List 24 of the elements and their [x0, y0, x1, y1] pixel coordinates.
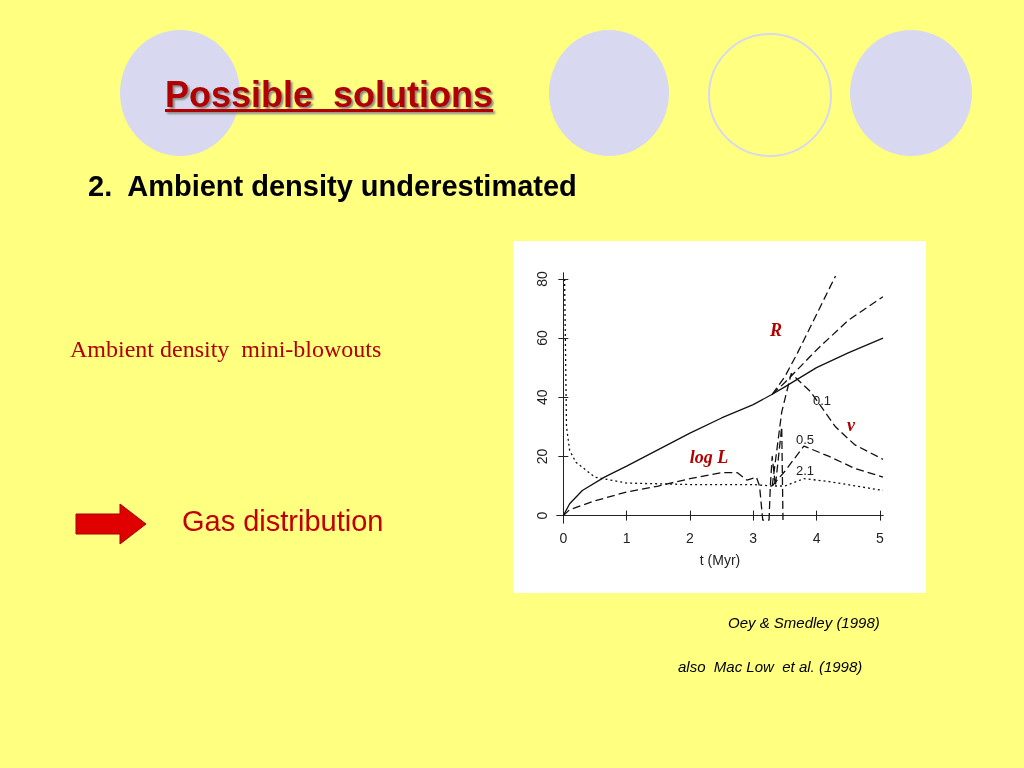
annotation: 0.5 [795, 431, 815, 447]
y-tick-label: 60 [534, 330, 550, 346]
x-tick-label: 1 [622, 530, 631, 546]
annotation: log L [689, 447, 729, 467]
text: Oey & Smedley (1998) [728, 614, 880, 631]
chart-subtitle: 2. Ambient density underestimated [88, 170, 577, 203]
y-tick-label: 20 [534, 448, 550, 465]
annotation: R [768, 320, 783, 340]
text: also Mac Low et al. (1998) [678, 658, 863, 675]
chart-title: Possible solutions [165, 74, 494, 116]
x-tick-label: 0 [559, 530, 568, 546]
text: Gas distribution [182, 505, 384, 538]
y-tick-label: 0 [534, 511, 550, 520]
y-tick-label: 80 [534, 270, 550, 287]
text: Ambient density mini-blowouts [70, 336, 382, 363]
annotation: v [847, 415, 856, 435]
annotation: 2.1 [795, 462, 815, 478]
x-axis-title: t (Myr) [699, 552, 741, 568]
x-tick-label: 2 [686, 530, 695, 546]
x-tick-label: 4 [812, 530, 821, 546]
annotation: 0.1 [812, 392, 832, 408]
x-tick-label: 3 [749, 530, 758, 546]
x-tick-label: 5 [875, 530, 884, 546]
y-tick-label: 40 [534, 389, 550, 406]
